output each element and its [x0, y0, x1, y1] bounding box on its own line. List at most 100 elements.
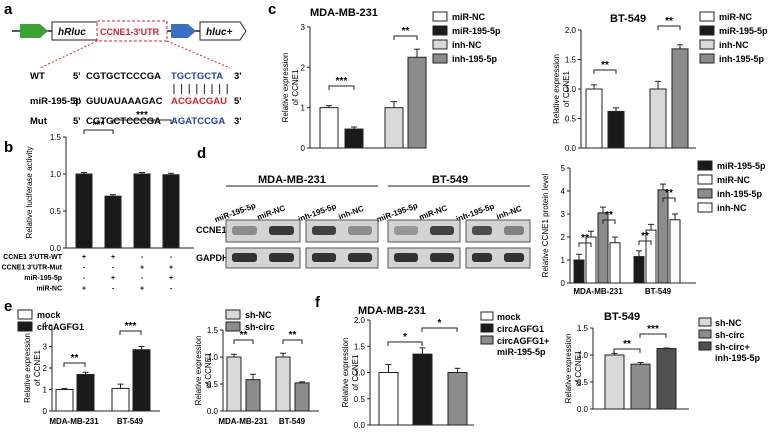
y-tick-label: 0.5: [354, 395, 366, 404]
significance-mark: ***: [647, 324, 659, 335]
blot-band-gapdh: [430, 253, 454, 262]
blot-lane-label: inh-NC: [495, 204, 523, 221]
panel-label-f: f: [315, 294, 321, 311]
y-tick-label: 5: [561, 164, 566, 173]
y-tick-label: 0.5: [207, 380, 219, 389]
bar: [319, 107, 339, 149]
legend-e-right-label: sh-circ: [245, 322, 275, 332]
y-tick-label: 1.0: [354, 369, 366, 378]
bar: [104, 195, 122, 249]
bar: [585, 88, 603, 149]
y-tick-label: 0: [43, 407, 48, 416]
legend-swatch: [480, 323, 494, 333]
significance-mark: ***: [125, 321, 137, 332]
y-tick-label: 2.0: [354, 316, 366, 325]
blot-band-gapdh: [504, 253, 524, 262]
significance-bracket: [119, 330, 142, 335]
mir-seq-red: ACGACGAU: [171, 96, 227, 107]
chart-title: BT-549: [604, 311, 640, 323]
blot-band-gapdh: [232, 253, 257, 262]
bar: [378, 372, 399, 426]
wt-seq-blue: TGCTGCTA: [171, 71, 223, 82]
legend-c-right-swatch: [699, 39, 715, 50]
bar: [76, 373, 95, 412]
x-tick-label: MDA-MB-231: [218, 417, 268, 426]
bar: [671, 48, 689, 149]
legend-label: sh-NC: [715, 318, 742, 328]
y-axis-label: of CCNE1: [291, 69, 300, 106]
bar: [384, 107, 404, 149]
legend-c-right-label: miR-195-5p: [719, 26, 768, 36]
legend-c-left-swatch: [432, 25, 448, 36]
table-cell: -: [141, 275, 144, 282]
bar: [447, 372, 468, 426]
y-tick-label: 0.0: [354, 421, 366, 430]
blot-band-ccne1: [232, 226, 257, 235]
table-cell: +: [82, 254, 86, 261]
y-axis-label: of CCNE1: [204, 352, 213, 389]
blot-membrane-ccne1: [465, 219, 531, 243]
chart-e-over: 0 1 2 3 4 Relative expression of CCNE1 MDA-MB-2…: [23, 321, 160, 426]
significance-bracket: [393, 35, 418, 40]
y-tick-label: 1: [301, 104, 306, 113]
y-tick-label: 0.5: [577, 378, 589, 387]
table-cell: -: [141, 254, 144, 261]
bar: [607, 110, 625, 149]
bar: [162, 174, 180, 249]
y-axis-label: of CCNE1: [562, 70, 571, 107]
significance-mark: ***: [336, 76, 348, 87]
blot-membrane-ccne1: [225, 219, 301, 243]
blot-row-ccne1: CCNE1: [196, 225, 227, 235]
hluc-box: [199, 21, 247, 41]
significance-mark: ***: [93, 120, 105, 131]
chart-f-mda: MDA-MB-231 0.0 0.5 1.0 1.5 2.0 Relative expres…: [341, 305, 549, 430]
significance-bracket: [233, 339, 254, 344]
chart-title: MDA-MB-231: [310, 7, 378, 19]
chart-c-mda: MDA-MB-231 0 1 2 3 Relative expression of CCNE…: [281, 7, 427, 153]
legend-e-right-swatch: [225, 321, 241, 332]
y-tick-label: 0: [301, 144, 306, 153]
y-tick-label: 0: [561, 279, 566, 288]
mut-5prime: 5': [73, 116, 81, 127]
y-tick-label: 1.5: [207, 326, 219, 335]
legend-d-swatch: [697, 202, 713, 213]
table-cell: -: [170, 286, 173, 293]
legend-c-left-label: inh-195-5p: [452, 54, 498, 64]
panel-label-a: a: [4, 1, 13, 18]
wt-seq-black: CGTGCTCCCGA: [86, 71, 161, 82]
zoom-line-right: [166, 40, 231, 69]
panel-label-c: c: [268, 1, 276, 18]
y-axis-label: of CCNE1: [351, 354, 360, 391]
significance-bracket: [421, 327, 458, 332]
bar: [294, 382, 310, 412]
bar: [609, 242, 621, 284]
chart-d-quant: 0 1 2 3 4 5 Relative CCNE1 protein level MDA-MB…: [541, 164, 696, 296]
table-cell: +: [111, 254, 115, 261]
legend-d-swatch: [697, 174, 713, 185]
significance-bracket: [112, 119, 172, 124]
blot-band-ccne1: [430, 226, 454, 235]
blot-band-ccne1: [348, 226, 372, 235]
y-tick-label: 1.0: [577, 351, 589, 360]
blot-lane-label: miR-NC: [418, 203, 449, 222]
blot-band-ccne1: [472, 226, 492, 235]
mut-label: Mut: [30, 116, 48, 127]
promoter-arrow-icon: [20, 24, 48, 38]
x-tick-label: BT-549: [279, 417, 306, 426]
table-cell: +: [111, 275, 115, 282]
bar: [669, 219, 681, 284]
hrluc-label: hRluc: [58, 27, 86, 38]
y-tick-label: 1.0: [565, 85, 577, 94]
bar: [412, 353, 433, 426]
significance-mark: **: [605, 210, 613, 221]
blot-membrane-ccne1: [305, 219, 379, 243]
base-pair-lines: [173, 84, 228, 94]
legend-d-label: miR-195-5p: [717, 161, 766, 171]
significance-mark: **: [240, 330, 248, 341]
table-cell: +: [82, 286, 86, 293]
significance-bracket: [387, 341, 423, 346]
significance-bracket: [328, 85, 355, 90]
y-axis-label: Relative expression: [281, 53, 290, 123]
mut-3prime: 3': [234, 116, 242, 127]
legend-c-left-swatch: [432, 53, 448, 64]
